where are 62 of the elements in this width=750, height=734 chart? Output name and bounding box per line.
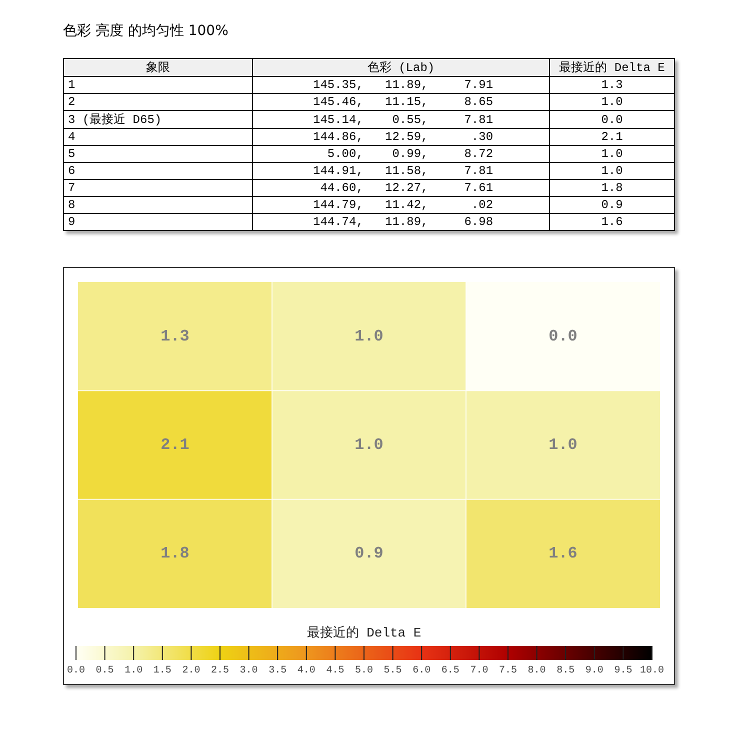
- text: 9: [64, 214, 252, 230]
- text: 色彩 亮度 的均匀性 100%: [63, 22, 230, 40]
- data-label: 1.0: [354, 436, 384, 454]
- data-label: 2.1: [160, 436, 190, 454]
- text: 4: [64, 128, 252, 146]
- color-bar-title: 最接近的 Delta E: [306, 625, 422, 640]
- text: 44.60, 12.27, 7.61: [252, 180, 550, 196]
- color-bar-label: 5.5: [384, 666, 402, 677]
- data-label: 1.8: [160, 544, 190, 563]
- text: 144.79, 11.42, .02: [252, 196, 550, 214]
- color-bar-label: 5.0: [354, 666, 374, 677]
- data-label: 1.3: [160, 327, 190, 346]
- text: 145.14, 0.55, 7.81: [252, 110, 550, 128]
- text: 145.35, 11.89, 7.91: [252, 76, 550, 94]
- text: 2.1: [550, 128, 674, 146]
- data-label: 1.0: [354, 327, 384, 346]
- text: 1.0: [550, 94, 674, 110]
- color-bar-label: 0.5: [96, 666, 114, 677]
- text: 144.91, 11.58, 7.81: [252, 162, 550, 180]
- text: 145.46, 11.15, 8.65: [252, 94, 550, 110]
- color-bar-label: 8.5: [556, 666, 575, 677]
- text: 0.9: [550, 196, 674, 214]
- text: 3 (最接近 D65): [64, 110, 252, 128]
- color-bar-label: 1.0: [124, 666, 143, 677]
- text: 1.0: [550, 146, 674, 162]
- color-bar-label: 7.5: [498, 666, 518, 677]
- color-bar-label: 2.0: [182, 666, 200, 677]
- text: 5: [64, 146, 252, 162]
- color-bar-label: 4.5: [326, 666, 344, 677]
- color-bar-label: 10.0: [640, 666, 664, 677]
- text: 144.86, 12.59, .30: [252, 128, 550, 146]
- color-bar-label: 7.0: [470, 666, 488, 677]
- text: 144.74, 11.89, 6.98: [252, 214, 550, 230]
- color-bar-label: 3.5: [268, 666, 287, 677]
- color-bar-label: 0.0: [66, 666, 86, 677]
- text: 1.3: [550, 76, 674, 94]
- color-bar-label: 4.0: [297, 666, 316, 677]
- text: 1.8: [550, 180, 674, 196]
- data-label: 1.6: [548, 544, 578, 563]
- text: 1.0: [550, 162, 674, 180]
- text: 0.0: [550, 110, 674, 128]
- color-bar-label: 3.0: [240, 666, 258, 677]
- color-bar-label: 6.5: [441, 666, 460, 677]
- text: 1.6: [550, 214, 674, 230]
- data-label: 0.9: [354, 544, 384, 563]
- text: 最接近的 Delta E: [550, 58, 674, 76]
- color-bar-label: 1.5: [153, 666, 172, 677]
- color-bar-label: 6.0: [412, 666, 431, 677]
- color-bar-label: 2.5: [210, 666, 230, 677]
- data-label: 1.0: [548, 436, 578, 454]
- text: 8: [64, 196, 252, 214]
- color-bar-label: 8.0: [528, 666, 546, 677]
- color-bar-label: 9.5: [614, 666, 632, 677]
- text: 5.00, 0.99, 8.72: [252, 146, 550, 162]
- text: 1: [64, 76, 252, 94]
- text: 色彩 (Lab): [252, 58, 550, 76]
- text: 6: [64, 162, 252, 180]
- text: 2: [64, 94, 252, 110]
- text: 7: [64, 180, 252, 196]
- color-bar-label: 9.0: [585, 666, 604, 677]
- text: 象限: [64, 58, 252, 76]
- data-label: 0.0: [548, 327, 578, 346]
